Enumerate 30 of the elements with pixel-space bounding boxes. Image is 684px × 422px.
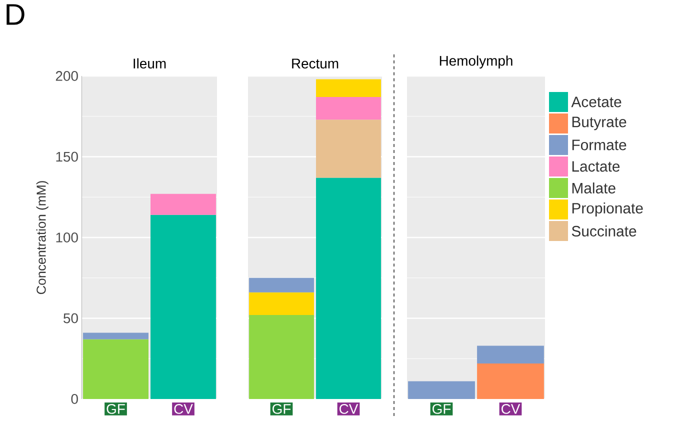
x-tick-label: CV xyxy=(174,404,193,414)
chart-title: Ileum xyxy=(134,58,166,69)
y-tick-label: 200 xyxy=(56,71,78,81)
bar xyxy=(316,96,381,120)
legend-label: Malate xyxy=(572,182,616,194)
x-tick-label: GF xyxy=(272,404,291,414)
x-tick-label: GF xyxy=(432,404,451,414)
bar xyxy=(249,292,314,316)
legend-label: Propionate xyxy=(572,202,643,216)
bar xyxy=(249,315,314,399)
legend-label: Succinate xyxy=(572,226,636,236)
legend-label: Acetate xyxy=(571,96,622,108)
bar xyxy=(316,178,381,399)
x-tick-label: CV xyxy=(502,404,520,414)
y-axis-title: Concentration (mM) xyxy=(36,181,48,294)
y-tick-label: 0 xyxy=(71,394,78,404)
y-tick-label: 150 xyxy=(56,152,78,162)
legend-label: Butyrate xyxy=(572,116,626,130)
bar xyxy=(316,79,381,97)
chart-title: Rectum xyxy=(292,58,338,69)
x-tick-label: CV xyxy=(340,404,358,414)
text: D xyxy=(6,4,24,25)
legend-label: Formate xyxy=(572,140,626,150)
bar xyxy=(249,278,314,292)
bar xyxy=(316,120,381,178)
x-tick-label: GF xyxy=(106,404,125,414)
y-tick-label: 50 xyxy=(64,313,78,324)
chart-title: Hemolymph xyxy=(440,55,512,68)
legend-label: Lactate xyxy=(572,161,620,172)
y-tick-label: 100 xyxy=(56,232,78,242)
